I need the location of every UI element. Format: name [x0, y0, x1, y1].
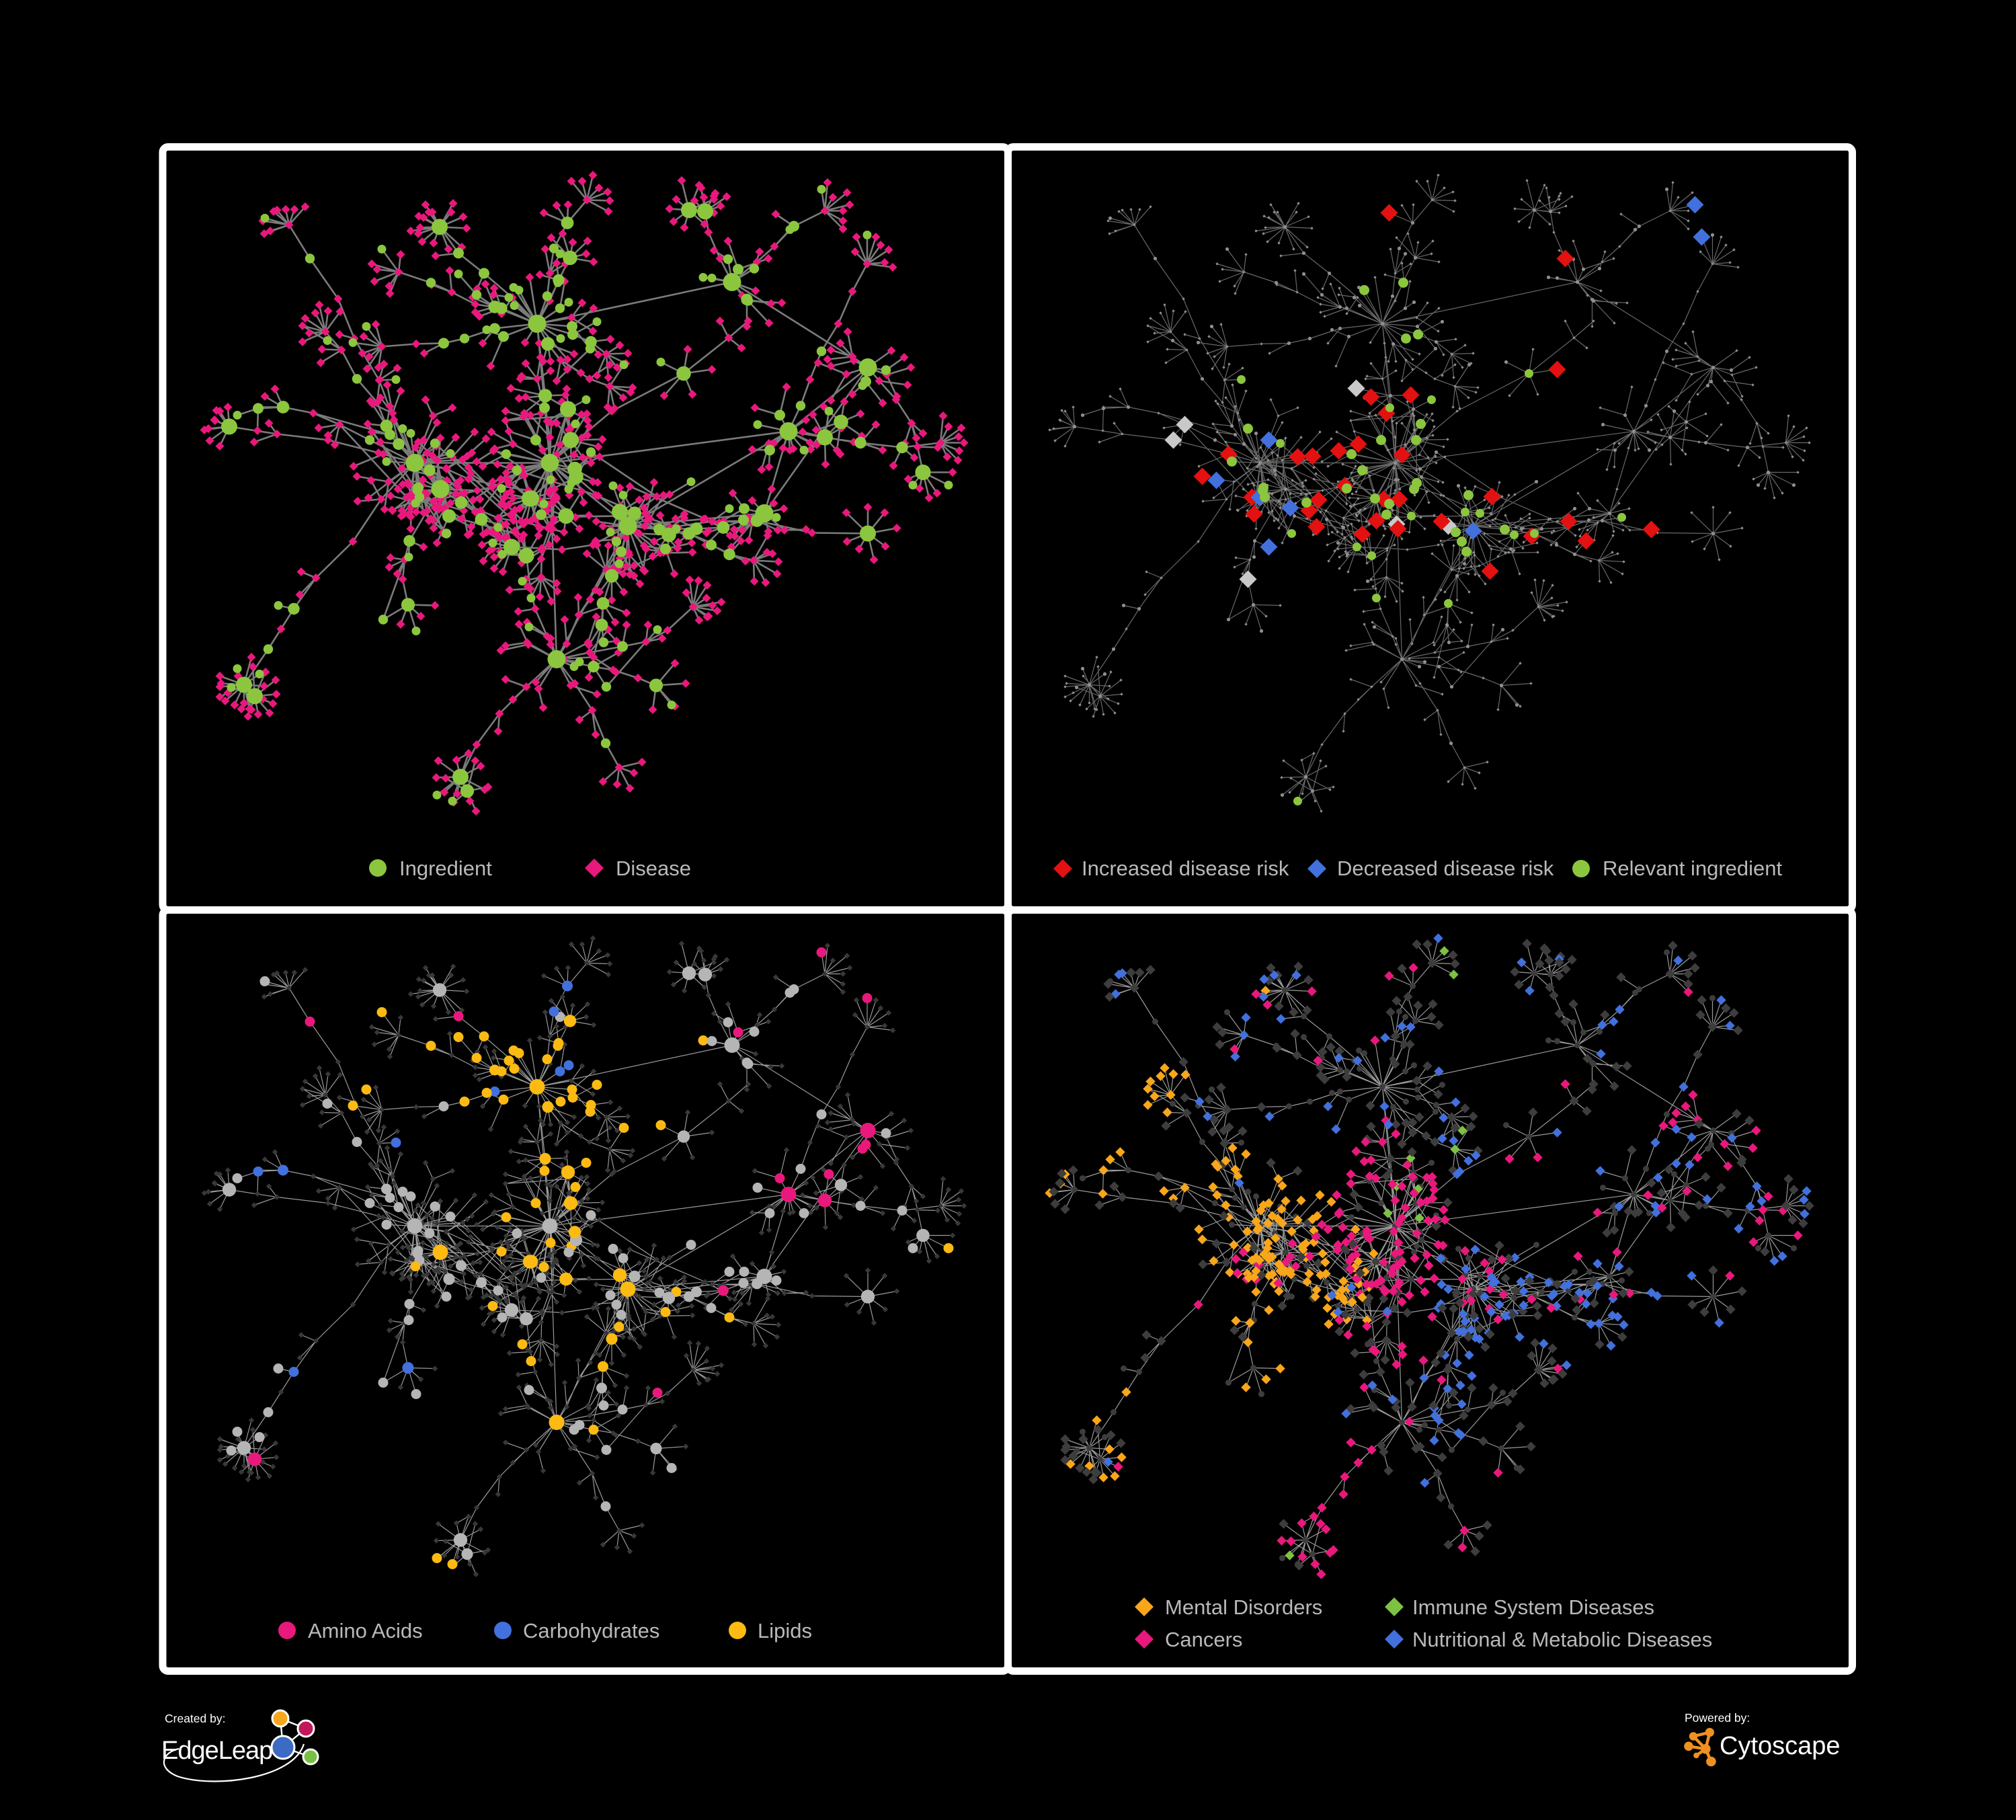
svg-text:Ingredient: Ingredient — [399, 857, 492, 880]
svg-text:EdgeLeap: EdgeLeap — [161, 1737, 272, 1765]
svg-text:Immune System Diseases: Immune System Diseases — [1412, 1595, 1654, 1619]
svg-text:Nutritional & Metabolic Diseas: Nutritional & Metabolic Diseases — [1412, 1628, 1712, 1651]
svg-text:Lipids: Lipids — [758, 1619, 812, 1643]
svg-text:Powered by:: Powered by: — [1685, 1711, 1750, 1725]
svg-text:Cytoscape: Cytoscape — [1720, 1732, 1841, 1760]
svg-text:Created by:: Created by: — [165, 1712, 225, 1725]
svg-text:Amino Acids: Amino Acids — [308, 1619, 423, 1643]
svg-text:Disease: Disease — [616, 857, 691, 880]
svg-text:Relevant ingredient: Relevant ingredient — [1603, 857, 1783, 880]
svg-text:Decreased disease risk: Decreased disease risk — [1337, 857, 1554, 880]
svg-text:Carbohydrates: Carbohydrates — [523, 1619, 659, 1643]
svg-text:Increased disease risk: Increased disease risk — [1082, 857, 1289, 880]
svg-text:Mental Disorders: Mental Disorders — [1165, 1595, 1322, 1619]
svg-text:Cancers: Cancers — [1165, 1628, 1242, 1651]
